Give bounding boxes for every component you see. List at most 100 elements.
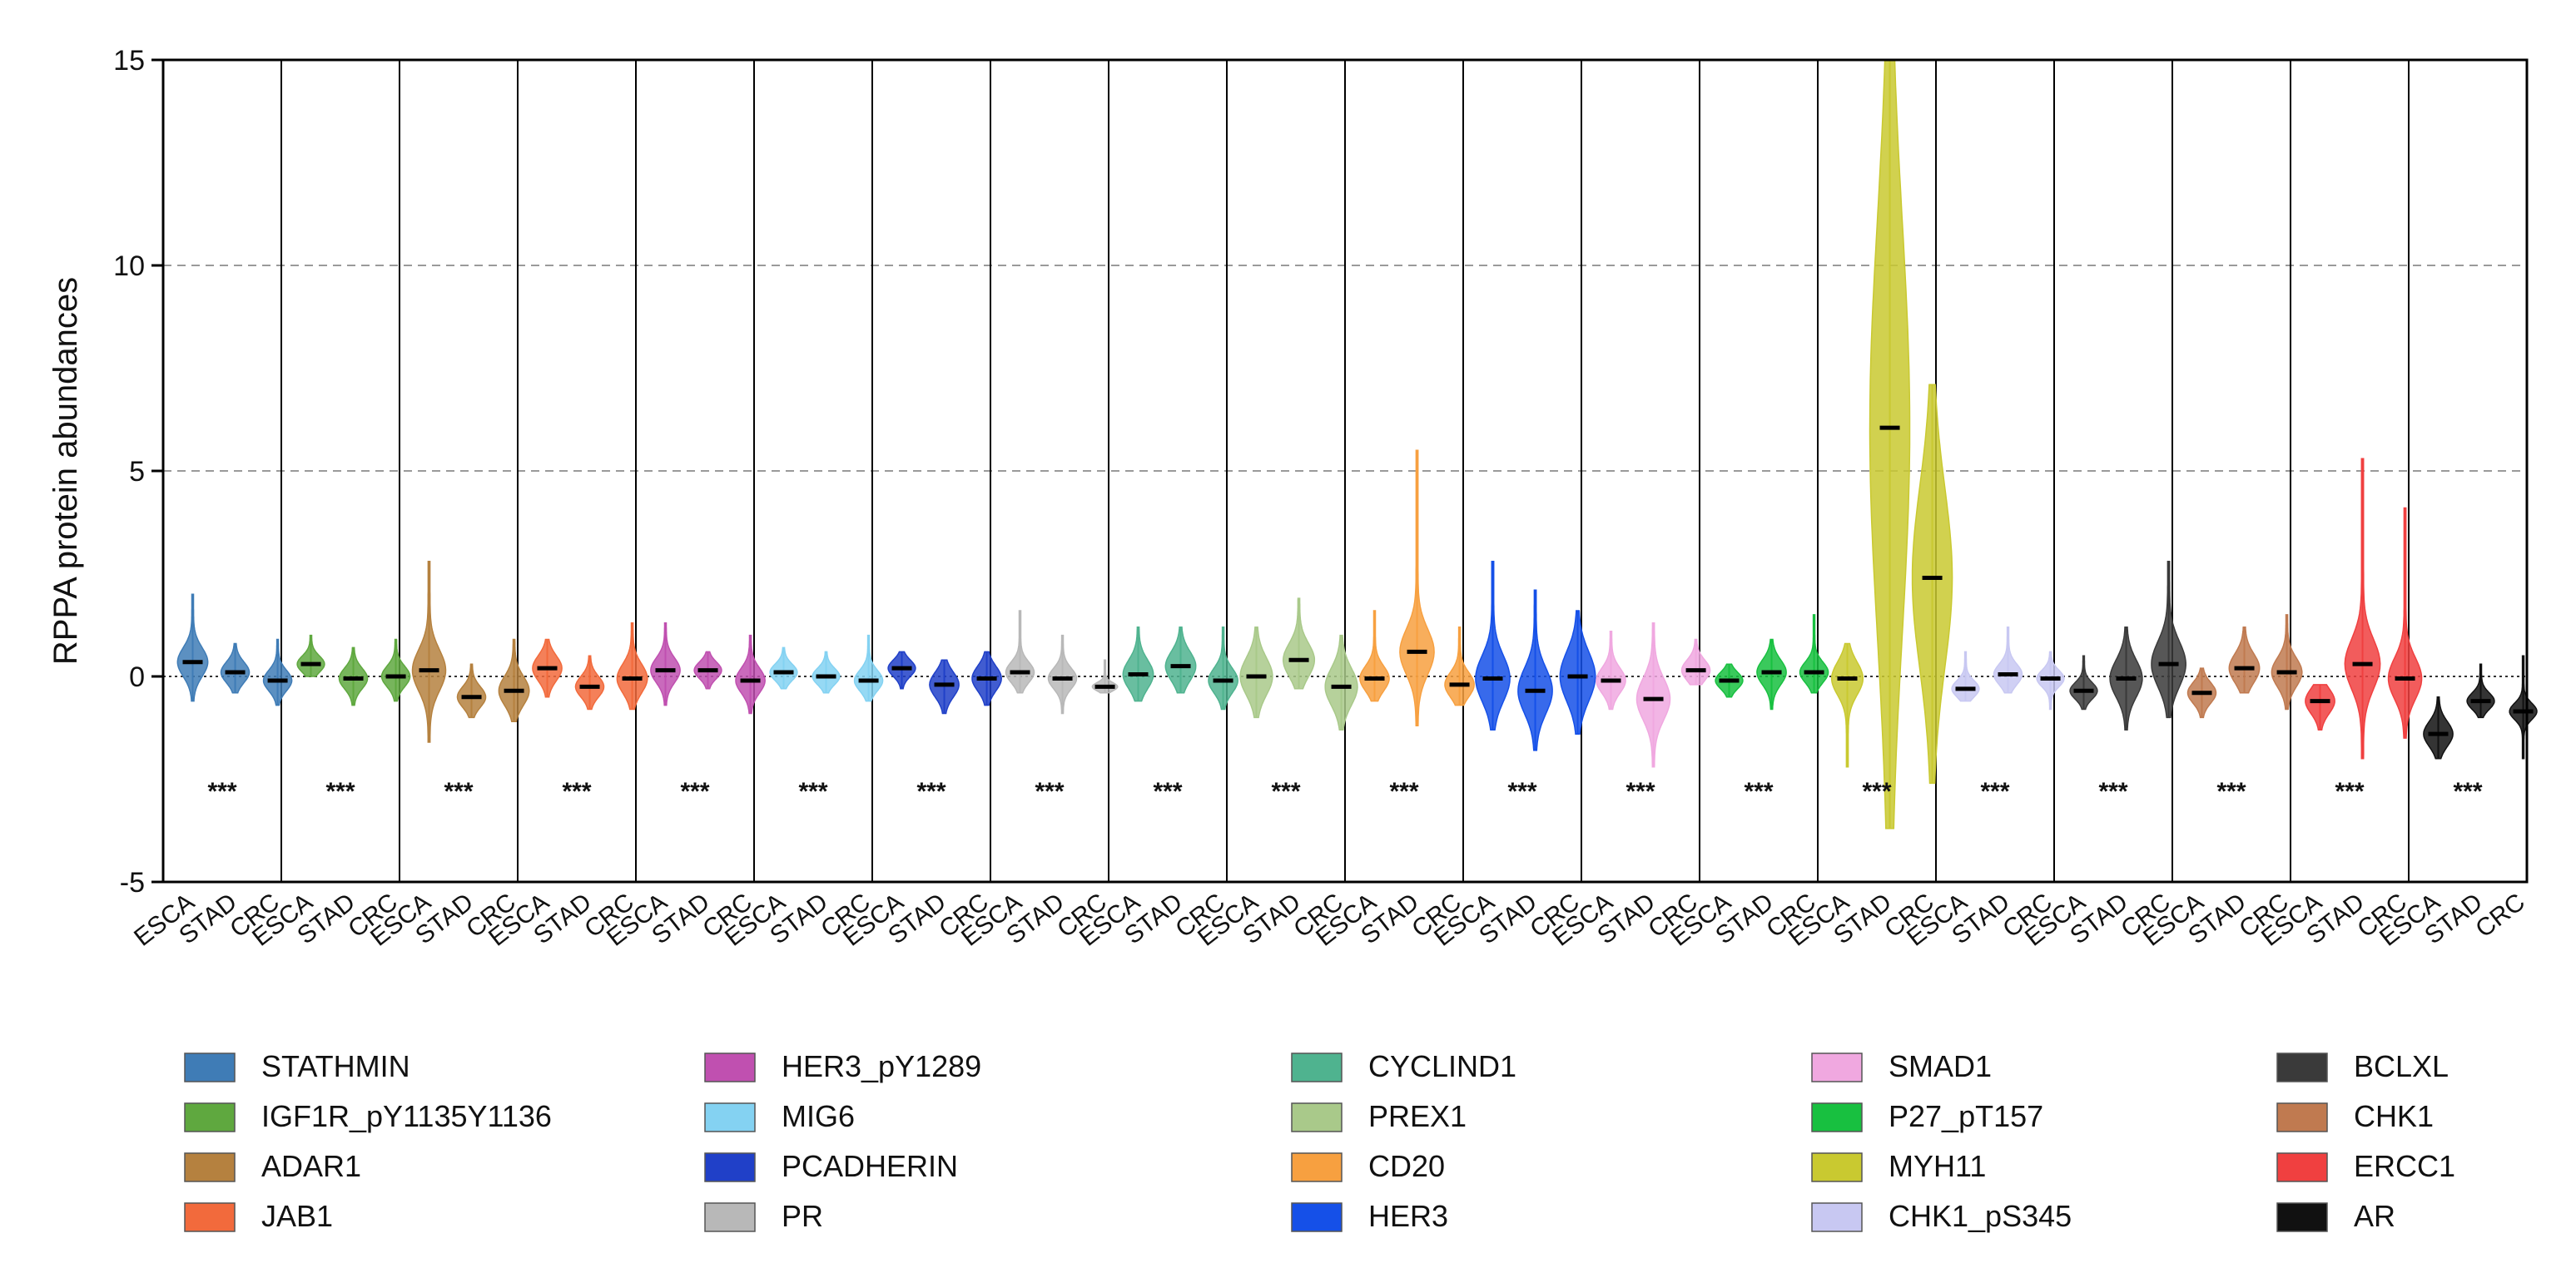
significance-label: *** (1271, 778, 1300, 805)
significance-label: *** (1626, 778, 1655, 805)
legend-swatch (184, 1202, 236, 1232)
legend-swatch (704, 1102, 756, 1132)
significance-label: *** (444, 778, 473, 805)
protein-panel-SMAD1: *** (1596, 622, 1711, 805)
axes-layer: ESCASTADCRCESCASTADCRCESCASTADCRCESCASTA… (47, 45, 2530, 952)
legend-label: SMAD1 (1889, 1049, 1992, 1083)
legend-swatch (184, 1152, 236, 1182)
legend-item-BCLXL: BCLXL (2276, 1049, 2449, 1083)
legend-item-CYCLIND1: CYCLIND1 (1291, 1049, 1516, 1083)
legend-swatch (1291, 1152, 1343, 1182)
significance-label: *** (2453, 778, 2482, 805)
legend-swatch (1811, 1052, 1863, 1082)
legend-swatch (704, 1202, 756, 1232)
legend-item-MIG6: MIG6 (704, 1099, 855, 1133)
y-tick-label: 0 (129, 661, 145, 693)
legend-label: PCADHERIN (782, 1149, 958, 1183)
legend-swatch (1291, 1052, 1343, 1082)
protein-panel-PR: *** (1005, 610, 1119, 805)
protein-panel-MIG6: *** (769, 634, 884, 805)
legend-label: P27_pT157 (1889, 1099, 2043, 1133)
violin-layer: *** *** *** *** *** *** *** *** *** *** *** *** *** *… (176, 59, 2538, 830)
legend-label: HER3 (1368, 1199, 1448, 1233)
significance-label: *** (1035, 778, 1064, 805)
legend-label: AR (2354, 1199, 2395, 1233)
legend-item-PCADHERIN: PCADHERIN (704, 1149, 958, 1183)
protein-panel-JAB1: *** (532, 622, 648, 805)
protein-panel-BCLXL: *** (2069, 560, 2186, 805)
legend-swatch (1291, 1202, 1343, 1232)
x-tick-label: CRC (2470, 889, 2530, 944)
legend-swatch (1811, 1152, 1863, 1182)
legend: STATHMIN IGF1R_pY1135Y1136 ADAR1 JAB1 HER3_p… (184, 1049, 2455, 1233)
significance-label: *** (916, 778, 946, 805)
legend-item-P27_pT157: P27_pT157 (1811, 1099, 2043, 1133)
legend-label: ERCC1 (2354, 1149, 2455, 1183)
significance-label: *** (1980, 778, 2009, 805)
significance-label: *** (2335, 778, 2364, 805)
legend-item-ERCC1: ERCC1 (2276, 1149, 2455, 1183)
legend-label: HER3_pY1289 (782, 1049, 981, 1083)
y-tick-label: -5 (120, 867, 145, 899)
legend-label: JAB1 (261, 1199, 333, 1233)
legend-swatch (1811, 1102, 1863, 1132)
significance-label: *** (1507, 778, 1536, 805)
legend-label: PREX1 (1368, 1099, 1467, 1133)
y-axis-label: RPPA protein abundances (47, 277, 84, 665)
legend-swatch (184, 1052, 236, 1082)
significance-label: *** (680, 778, 709, 805)
protein-panel-MYH11: *** (1830, 59, 1953, 830)
protein-panel-STATHMIN: *** (176, 593, 293, 805)
legend-swatch (2276, 1102, 2328, 1132)
legend-swatch (704, 1152, 756, 1182)
legend-item-HER3_pY1289: HER3_pY1289 (704, 1049, 981, 1083)
legend-item-HER3: HER3 (1291, 1199, 1448, 1233)
legend-item-MYH11: MYH11 (1811, 1149, 1986, 1183)
legend-swatch (2276, 1052, 2328, 1082)
legend-label: IGF1R_pY1135Y1136 (261, 1099, 552, 1133)
significance-label: *** (2098, 778, 2127, 805)
significance-label: *** (1389, 778, 1418, 805)
legend-swatch (1811, 1202, 1863, 1232)
protein-panel-ADAR1: *** (411, 560, 530, 805)
legend-item-JAB1: JAB1 (184, 1199, 333, 1233)
significance-label: *** (1153, 778, 1182, 805)
protein-panel-PREX1: *** (1239, 597, 1358, 805)
legend-label: CD20 (1368, 1149, 1445, 1183)
protein-panel-CHK1_pS345: *** (1951, 626, 2065, 805)
significance-label: *** (2216, 778, 2246, 805)
protein-panel-HER3: *** (1475, 560, 1596, 805)
protein-panel-PCADHERIN: *** (887, 651, 1002, 805)
protein-panel-CHK1: *** (2186, 614, 2303, 805)
protein-panel-HER3_pY1289: *** (650, 622, 766, 805)
legend-label: CYCLIND1 (1368, 1049, 1516, 1083)
legend-swatch (2276, 1152, 2328, 1182)
legend-swatch (704, 1052, 756, 1082)
significance-label: *** (207, 778, 236, 805)
legend-label: BCLXL (2354, 1049, 2449, 1083)
significance-label: *** (325, 778, 355, 805)
legend-item-PREX1: PREX1 (1291, 1099, 1467, 1133)
significance-label: *** (798, 778, 827, 805)
significance-label: *** (1744, 778, 1773, 805)
legend-label: STATHMIN (261, 1049, 410, 1083)
legend-item-AR: AR (2276, 1199, 2395, 1233)
protein-panel-CYCLIND1: *** (1122, 626, 1238, 805)
protein-panel-IGF1R_pY1135Y1136: *** (296, 634, 411, 805)
legend-swatch (2276, 1202, 2328, 1232)
y-tick-label: 5 (129, 456, 145, 488)
protein-panel-P27_pT157: *** (1715, 614, 1829, 805)
legend-swatch (184, 1102, 236, 1132)
legend-item-SMAD1: SMAD1 (1811, 1049, 1992, 1083)
significance-label: *** (562, 778, 591, 805)
y-tick-label: 10 (113, 250, 145, 282)
legend-label: MYH11 (1889, 1149, 1986, 1183)
significance-label: *** (1862, 778, 1891, 805)
protein-panel-CD20: *** (1359, 449, 1475, 805)
legend-item-CHK1: CHK1 (2276, 1099, 2434, 1133)
legend-item-PR: PR (704, 1199, 823, 1233)
legend-swatch (1291, 1102, 1343, 1132)
protein-panel-AR: *** (2423, 655, 2538, 805)
